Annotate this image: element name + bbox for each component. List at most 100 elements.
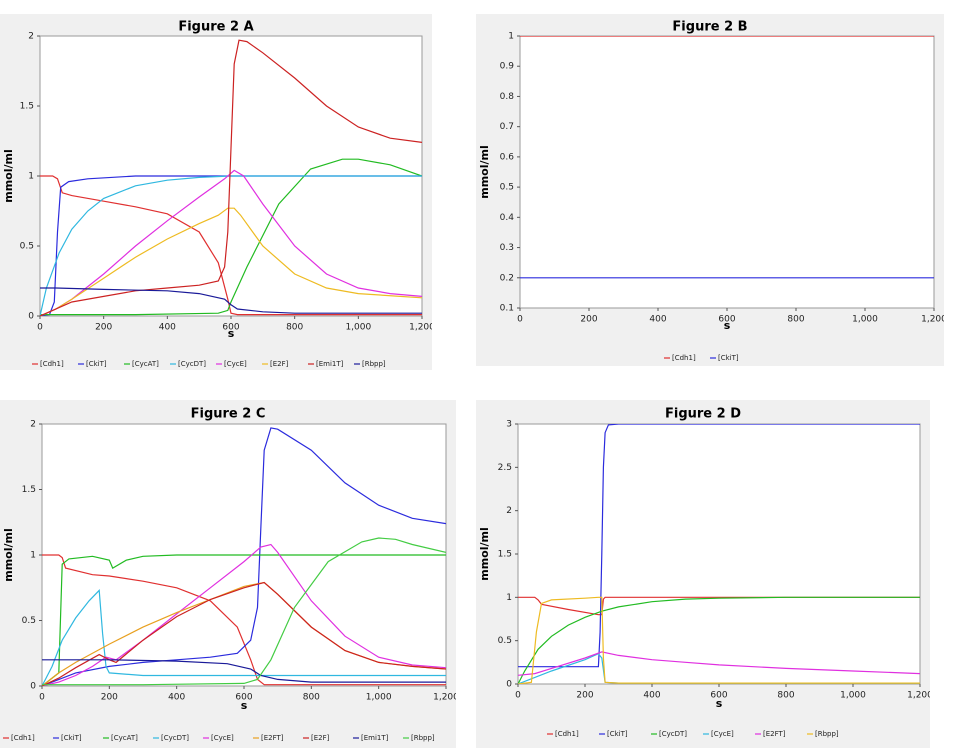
series-line-emi1t — [42, 659, 446, 683]
y-axis-label: mmol/ml — [478, 527, 491, 581]
x-tick-label: 600 — [718, 315, 735, 325]
legend-item: [CycE] — [703, 730, 734, 738]
legend-label: [CycAT] — [132, 360, 159, 368]
series-line-ckit — [518, 424, 920, 668]
legend-item: [CycDT] — [651, 730, 687, 738]
legend-item: [CycE] — [216, 360, 247, 368]
y-tick-label: 1 — [506, 593, 512, 603]
legend-item: [Rbpp] — [807, 730, 839, 738]
y-tick-label: 0 — [506, 680, 512, 690]
y-tick-label: 0.5 — [500, 183, 514, 193]
y-tick-label: 1 — [508, 32, 514, 42]
figure-2b-panel: Figure 2 B 0.1 0.2 0.3 0.4 0.5 0.6 0.7 0.8 0.9 1 0 2… — [476, 14, 944, 366]
x-tick-label: 200 — [576, 691, 593, 701]
y-tick-label: 0.5 — [20, 242, 34, 252]
x-axis-label: s — [716, 697, 723, 710]
y-tick-label: 2 — [30, 420, 36, 430]
x-tick-label: 1,000 — [852, 315, 878, 325]
y-tick-label: 0 — [30, 682, 36, 692]
series-line-cdh1 — [40, 175, 422, 316]
legend-item: [Cdh1] — [664, 354, 696, 362]
x-tick-label: 400 — [168, 693, 185, 703]
y-tick-label: 0.4 — [500, 213, 515, 223]
figure-2c-panel: Figure 2 C 0 0.5 1 1.5 2 0 200 400 600 800 1,000 1,2… — [0, 400, 456, 748]
series-line-emi1t — [40, 39, 422, 316]
series-line-rbpp — [42, 537, 446, 686]
figure-2d-panel: Figure 2 D 0 0.5 1 1.5 2 2.5 3 0 200 400 600 800 1,00… — [476, 400, 930, 748]
x-tick-label: 1,000 — [840, 691, 866, 701]
x-tick-label: 1,000 — [366, 693, 392, 703]
legend-item: [CkiT] — [78, 360, 107, 368]
series-line-cycat — [42, 554, 446, 686]
series-line-rbpp — [518, 596, 920, 684]
legend-item: [Cdh1] — [547, 730, 579, 738]
x-axis-label: s — [724, 319, 731, 332]
y-tick-label: 0.3 — [500, 243, 514, 253]
legend-item: [CycAT] — [124, 360, 159, 368]
x-tick-label: 1,200 — [433, 693, 456, 703]
y-tick-label: 2.5 — [498, 463, 512, 473]
legend-label: [CycDT] — [659, 730, 687, 738]
legend-item: [E2FT] — [755, 730, 786, 738]
figure-2b-chart: Figure 2 B 0.1 0.2 0.3 0.4 0.5 0.6 0.7 0.8 0.9 1 0 2… — [478, 20, 944, 363]
x-tick-label: 200 — [580, 315, 597, 325]
legend-label: [E2FT] — [763, 730, 786, 738]
legend-item: [Cdh1] — [3, 734, 35, 742]
legend-label: [E2FT] — [261, 734, 284, 742]
legend-item: [E2F] — [303, 734, 330, 742]
y-tick-label: 0.5 — [22, 616, 36, 626]
legend-item: [CycAT] — [103, 734, 138, 742]
legend-label: [E2F] — [311, 734, 330, 742]
chart-title: Figure 2 D — [665, 407, 741, 422]
y-tick-label: 3 — [506, 420, 512, 430]
legend-label: [Cdh1] — [40, 360, 64, 368]
y-tick-label: 0.2 — [500, 273, 514, 283]
y-tick-label: 0.5 — [498, 636, 512, 646]
y-tick-label: 1.5 — [22, 485, 36, 495]
legend-label: [Emi1T] — [316, 360, 344, 368]
y-tick-label: 2 — [28, 32, 34, 42]
legend-label: [Cdh1] — [11, 734, 35, 742]
y-axis-label: mmol/ml — [2, 149, 15, 203]
y-tick-label: 0 — [28, 312, 34, 322]
legend-label: [Rbpp] — [362, 360, 386, 368]
legend-label: [CycE] — [224, 360, 247, 368]
legend-label: [CycDT] — [178, 360, 206, 368]
legend-label: [CkiT] — [61, 734, 82, 742]
x-tick-label: 0 — [515, 691, 521, 701]
figure-2d-chart: Figure 2 D 0 0.5 1 1.5 2 2.5 3 0 200 400 600 800 1,00… — [478, 407, 930, 739]
legend-label: [Emi1T] — [361, 734, 389, 742]
legend-label: [CkiT] — [718, 354, 739, 362]
series-line-cycdt — [40, 175, 422, 316]
legend-label: [Cdh1] — [555, 730, 579, 738]
x-tick-label: 800 — [787, 315, 804, 325]
x-tick-label: 1,000 — [345, 323, 371, 333]
legend-item: [CkiT] — [599, 730, 628, 738]
legend-label: [Rbpp] — [815, 730, 839, 738]
y-tick-label: 1 — [30, 551, 36, 561]
x-tick-label: 400 — [643, 691, 660, 701]
figure-2a-chart: Figure 2 A 0 0.5 1 1.5 2 0 200 400 600 800 1,000 1,2… — [2, 20, 432, 369]
x-tick-label: 200 — [101, 693, 118, 703]
y-axis-label: mmol/ml — [478, 145, 491, 199]
legend-item: [Emi1T] — [308, 360, 344, 368]
y-tick-label: 1.5 — [20, 102, 34, 112]
legend-label: [CkiT] — [86, 360, 107, 368]
x-tick-label: 1,200 — [409, 323, 432, 333]
chart-title: Figure 2 C — [191, 407, 266, 422]
y-tick-label: 1.5 — [498, 550, 512, 560]
legend-label: [CycE] — [711, 730, 734, 738]
legend-item: [Rbpp] — [403, 734, 435, 742]
y-tick-label: 2 — [506, 506, 512, 516]
chart-title: Figure 2 B — [672, 20, 747, 35]
legend-item: [E2FT] — [253, 734, 284, 742]
x-tick-label: 600 — [222, 323, 239, 333]
y-axis-label: mmol/ml — [2, 528, 15, 582]
y-tick-label: 1 — [28, 172, 34, 182]
legend-item: [Emi1T] — [353, 734, 389, 742]
plot-area — [517, 423, 921, 685]
legend-label: [E2F] — [270, 360, 289, 368]
legend-item: [CycDT] — [153, 734, 189, 742]
x-tick-label: 1,200 — [921, 315, 944, 325]
legend-label: [Rbpp] — [411, 734, 435, 742]
